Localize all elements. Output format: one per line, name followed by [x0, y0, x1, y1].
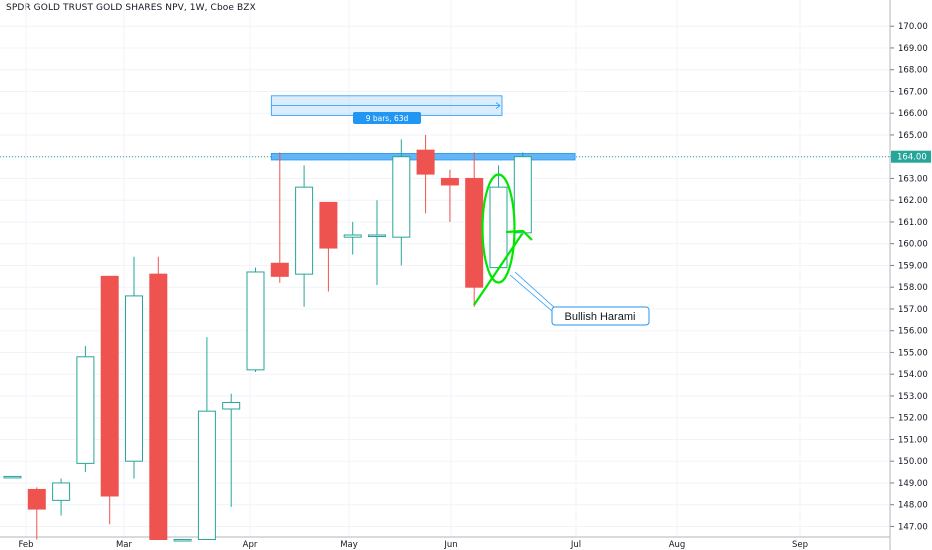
candle-body[interactable] [416, 149, 435, 175]
x-tick-label: Feb [18, 540, 33, 550]
y-tick-label: 154.00 [898, 370, 928, 380]
candle-body[interactable] [270, 262, 289, 277]
y-tick-label: 157.00 [898, 305, 928, 315]
x-tick-label: Mar [116, 540, 133, 550]
y-tick-label: 158.00 [898, 283, 928, 293]
candle-body[interactable] [489, 186, 508, 269]
candle-body[interactable] [3, 475, 22, 479]
x-tick-label: Aug [669, 540, 686, 550]
measure-label-pill [353, 112, 421, 124]
measure-label-text: 9 bars, 63d [366, 114, 409, 123]
y-tick-label: 166.00 [898, 109, 928, 119]
y-tick-label: 161.00 [898, 218, 928, 228]
harami-highlight-ellipse [481, 173, 516, 284]
y-tick-label: 170.00 [898, 22, 928, 32]
callout-connector [509, 274, 553, 312]
candle-body[interactable] [343, 234, 362, 238]
candle-body[interactable] [392, 156, 411, 238]
y-tick-label: 147.00 [898, 522, 928, 532]
candle-body[interactable] [440, 177, 459, 186]
candle-body[interactable] [125, 295, 143, 462]
candle-body[interactable] [197, 410, 216, 540]
candle-body[interactable] [52, 482, 71, 501]
x-tick-label: Sep [792, 540, 808, 550]
candle-body[interactable] [246, 271, 265, 371]
x-tick-label: May [340, 540, 358, 550]
current-price-tag-text: 164.00 [897, 153, 927, 163]
y-tick-label: 155.00 [898, 348, 928, 358]
y-tick-label: 162.00 [898, 196, 928, 206]
candle-body[interactable] [222, 401, 241, 410]
y-tick-label: 159.00 [898, 261, 928, 271]
x-tick-label: Jun [443, 540, 457, 550]
callout-box[interactable] [551, 306, 650, 326]
x-tick-label: Jul [570, 540, 581, 550]
green-arrow-shaft [473, 233, 523, 306]
candle-body[interactable] [295, 186, 314, 275]
y-tick-label: 150.00 [898, 457, 928, 467]
candle-body[interactable] [100, 275, 119, 497]
y-tick-label: 149.00 [898, 479, 928, 489]
candle-body[interactable] [27, 488, 46, 510]
callout-connector [514, 271, 557, 310]
y-tick-label: 153.00 [898, 392, 928, 402]
candle-body[interactable] [319, 201, 338, 249]
candle-body[interactable] [149, 273, 168, 540]
current-price-tag [891, 150, 931, 163]
y-tick-label: 152.00 [898, 414, 928, 424]
green-arrow-head [505, 229, 533, 241]
y-tick-label: 165.00 [898, 131, 928, 141]
y-tick-label: 169.00 [898, 44, 928, 54]
candle-body[interactable] [465, 177, 484, 288]
y-tick-label: 168.00 [898, 66, 928, 76]
x-tick-label: Apr [243, 540, 258, 550]
y-tick-label: 151.00 [898, 435, 928, 445]
y-tick-label: 167.00 [898, 87, 928, 97]
measure-arrow-head [495, 102, 501, 109]
y-tick-label: 156.00 [898, 327, 928, 337]
y-tick-label: 148.00 [898, 501, 928, 511]
candle-body[interactable] [76, 356, 95, 464]
candle-body[interactable] [173, 539, 192, 542]
candle-body[interactable] [513, 156, 532, 234]
chart-title: SPDR GOLD TRUST GOLD SHARES NPV, 1W, Cbo… [6, 3, 256, 13]
candle-body[interactable] [368, 234, 386, 237]
callout-text: Bullish Harami [565, 311, 636, 323]
y-tick-label: 163.00 [898, 174, 928, 184]
y-tick-label: 160.00 [898, 240, 928, 250]
